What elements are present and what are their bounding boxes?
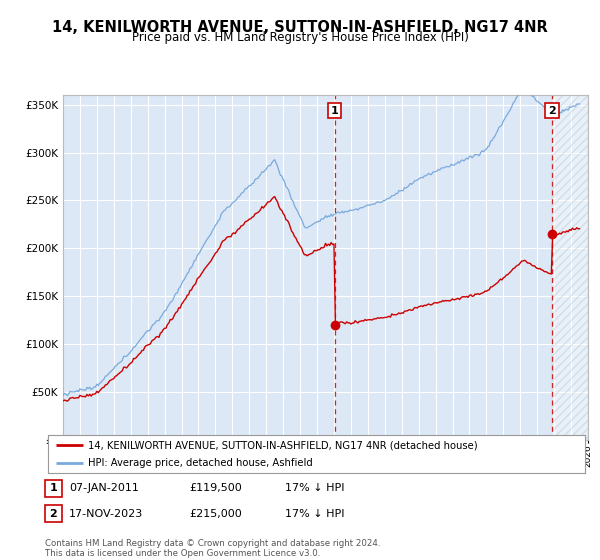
Text: 17% ↓ HPI: 17% ↓ HPI <box>285 483 344 493</box>
Text: 14, KENILWORTH AVENUE, SUTTON-IN-ASHFIELD, NG17 4NR (detached house): 14, KENILWORTH AVENUE, SUTTON-IN-ASHFIEL… <box>88 440 478 450</box>
Text: 07-JAN-2011: 07-JAN-2011 <box>69 483 139 493</box>
Text: 2: 2 <box>50 508 57 519</box>
Text: 14, KENILWORTH AVENUE, SUTTON-IN-ASHFIELD, NG17 4NR: 14, KENILWORTH AVENUE, SUTTON-IN-ASHFIEL… <box>52 20 548 35</box>
Text: Contains HM Land Registry data © Crown copyright and database right 2024.
This d: Contains HM Land Registry data © Crown c… <box>45 539 380 558</box>
Text: HPI: Average price, detached house, Ashfield: HPI: Average price, detached house, Ashf… <box>88 458 313 468</box>
Text: £119,500: £119,500 <box>189 483 242 493</box>
Text: 17% ↓ HPI: 17% ↓ HPI <box>285 508 344 519</box>
Text: 1: 1 <box>331 106 338 116</box>
Text: 2: 2 <box>548 106 556 116</box>
Text: Price paid vs. HM Land Registry's House Price Index (HPI): Price paid vs. HM Land Registry's House … <box>131 31 469 44</box>
Text: £215,000: £215,000 <box>189 508 242 519</box>
Text: 1: 1 <box>50 483 57 493</box>
Text: 17-NOV-2023: 17-NOV-2023 <box>69 508 143 519</box>
Bar <box>552 95 588 440</box>
